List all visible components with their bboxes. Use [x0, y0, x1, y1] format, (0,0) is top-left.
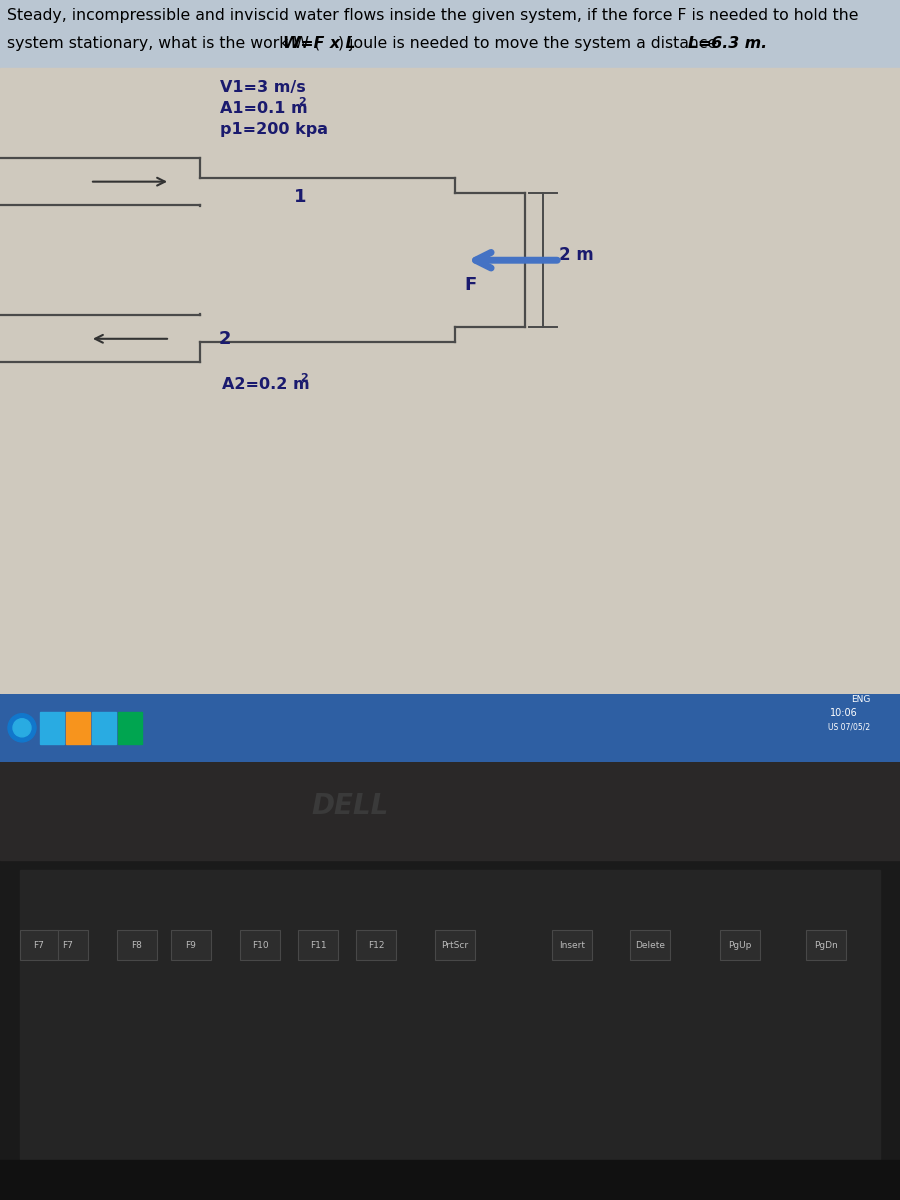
- Bar: [92, 712, 116, 744]
- Bar: [720, 930, 760, 960]
- Bar: [806, 930, 846, 960]
- Text: US 07/05/2: US 07/05/2: [828, 722, 870, 732]
- Text: 2: 2: [298, 97, 306, 107]
- Bar: [171, 930, 211, 960]
- Text: F: F: [464, 276, 476, 294]
- Text: Steady, incompressible and inviscid water flows inside the given system, if the : Steady, incompressible and inviscid wate…: [7, 8, 859, 23]
- Text: F11: F11: [310, 941, 327, 949]
- Bar: [20, 870, 880, 1160]
- Circle shape: [8, 714, 36, 742]
- Text: F7: F7: [63, 941, 74, 949]
- Bar: [435, 930, 475, 960]
- Text: F8: F8: [131, 941, 142, 949]
- Text: DELL: DELL: [311, 792, 389, 820]
- Text: PrtScr: PrtScr: [441, 941, 469, 949]
- Circle shape: [13, 719, 31, 737]
- Text: ENG: ENG: [850, 695, 870, 703]
- Bar: [20, 930, 58, 960]
- Text: p1=200 kpa: p1=200 kpa: [220, 122, 328, 137]
- Bar: [48, 930, 88, 960]
- Bar: [298, 930, 338, 960]
- Text: Insert: Insert: [559, 941, 585, 949]
- Bar: [0, 0, 900, 68]
- Text: 10:06: 10:06: [830, 708, 858, 718]
- Bar: [552, 930, 592, 960]
- Text: F7: F7: [33, 941, 44, 949]
- Text: F10: F10: [252, 941, 268, 949]
- Bar: [117, 930, 157, 960]
- Bar: [118, 712, 142, 744]
- Text: F12: F12: [368, 941, 384, 949]
- Text: ) joule is needed to move the system a distance: ) joule is needed to move the system a d…: [338, 36, 722, 52]
- Text: A2=0.2 m: A2=0.2 m: [222, 377, 310, 392]
- Bar: [240, 930, 280, 960]
- Text: V1=3 m/s: V1=3 m/s: [220, 80, 306, 95]
- Text: 2 m: 2 m: [559, 246, 594, 264]
- Bar: [356, 930, 396, 960]
- Text: Delete: Delete: [635, 941, 665, 949]
- Text: 2: 2: [300, 373, 308, 383]
- Text: 2: 2: [219, 330, 231, 348]
- Text: W=F x L: W=F x L: [283, 36, 356, 52]
- Bar: [630, 930, 670, 960]
- Bar: [0, 762, 900, 860]
- Text: L=6.3 m.: L=6.3 m.: [688, 36, 767, 52]
- Text: PgDn: PgDn: [814, 941, 838, 949]
- Text: A1=0.1 m: A1=0.1 m: [220, 101, 308, 116]
- Text: F9: F9: [185, 941, 196, 949]
- Bar: [66, 712, 90, 744]
- Text: 1: 1: [293, 187, 306, 205]
- Bar: [0, 1160, 900, 1200]
- Text: system stationary, what is the work W (: system stationary, what is the work W (: [7, 36, 320, 52]
- Text: PgUp: PgUp: [728, 941, 752, 949]
- Bar: [40, 712, 64, 744]
